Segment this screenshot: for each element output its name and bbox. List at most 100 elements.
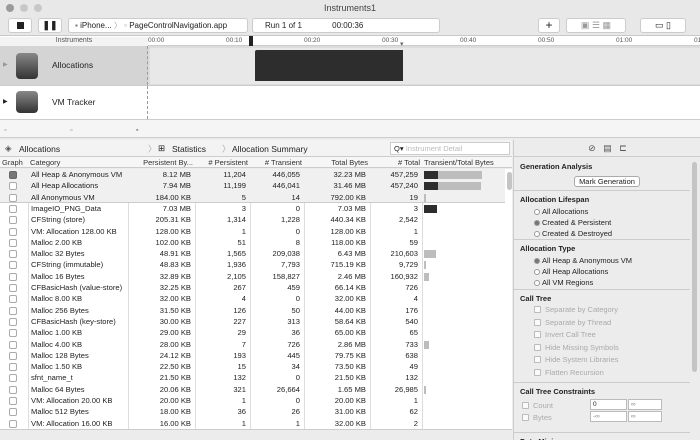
list-icon[interactable]: ☰ xyxy=(591,20,601,30)
table-row[interactable]: VM: Allocation 128.00 KB 128.00 KB 1 0 128.0… xyxy=(0,226,505,237)
graph-checkbox[interactable] xyxy=(9,306,17,315)
table-row[interactable]: Malloc 32 Bytes 48.91 KB 1,565 209,038 6.43 … xyxy=(0,248,505,259)
table-row[interactable]: CFString (immutable) 48.83 KB 1,936 7,793 71… xyxy=(0,259,505,270)
disclosure-triangle-icon[interactable]: ▶ xyxy=(3,99,8,105)
zoom-window-button[interactable] xyxy=(34,4,42,12)
call-tree-option-checkbox[interactable]: Hide System Libraries xyxy=(534,355,618,364)
table-row[interactable]: All Anonymous VM 184.00 KB 5 14 792.00 KB 19 xyxy=(0,191,505,203)
column-header[interactable]: # Total xyxy=(398,158,420,167)
target-selector[interactable]: ▪ iPhone... 〉 ▫ PageControlNavigation.ap… xyxy=(68,18,248,33)
timeline-ruler[interactable]: Instruments 00:00 00:10 00:20 00:30 00:40 00:… xyxy=(0,36,700,48)
table-row[interactable]: All Heap Allocations 7.94 MB 11,199 446,041… xyxy=(0,180,505,192)
graph-checkbox[interactable] xyxy=(9,317,17,326)
column-header[interactable]: # Persistent xyxy=(208,158,248,167)
graph-checkbox[interactable] xyxy=(9,227,17,236)
table-row[interactable]: Malloc 16 Bytes 32.89 KB 2,105 158,827 2.46 … xyxy=(0,271,505,282)
record-icon[interactable]: ▫ xyxy=(4,127,7,134)
column-header[interactable]: Transient/Total Bytes xyxy=(424,158,494,167)
graph-checkbox[interactable] xyxy=(9,284,17,292)
call-tree-option-checkbox[interactable]: Separate by Category xyxy=(534,305,618,314)
graph-checkbox[interactable] xyxy=(9,238,17,247)
count-checkbox[interactable]: Count xyxy=(522,401,553,410)
column-header[interactable]: Persistent By... xyxy=(143,158,193,167)
close-window-button[interactable] xyxy=(6,4,14,12)
table-row[interactable]: Malloc 4.00 KB 28.00 KB 7 726 2.86 MB 733 xyxy=(0,339,505,350)
bytes-max-field[interactable]: ∞ xyxy=(628,411,662,422)
graph-checkbox[interactable] xyxy=(9,419,17,428)
table-row[interactable]: Malloc 1.00 KB 29.00 KB 29 36 65.00 KB 65 xyxy=(0,327,505,338)
strategy-icon[interactable]: ▪ xyxy=(136,127,139,134)
call-tree-option-checkbox[interactable]: Invert Call Tree xyxy=(534,330,596,339)
table-row[interactable]: CFBasicHash (key-store) 30.00 KB 227 313 58.… xyxy=(0,316,505,327)
table-row[interactable]: Malloc 8.00 KB 32.00 KB 4 0 32.00 KB 4 xyxy=(0,293,505,304)
column-header[interactable]: Category xyxy=(30,158,61,167)
jump-summary[interactable]: Allocation Summary xyxy=(232,144,308,154)
record-settings-icon[interactable]: ⊘ xyxy=(588,143,596,153)
table-row[interactable]: Malloc 128 Bytes 24.12 KB 193 445 79.75 KB 63… xyxy=(0,350,505,361)
track-allocations[interactable]: ▶ Allocations xyxy=(0,46,700,86)
jump-instrument[interactable]: Allocations xyxy=(19,144,61,154)
count-max-field[interactable]: ∞ xyxy=(628,399,662,410)
table-scrollbar[interactable] xyxy=(507,172,512,190)
table-row[interactable]: VM: Allocation 16.00 KB 16.00 KB 1 1 32.00 K… xyxy=(0,418,505,429)
panel-toggle-buttons[interactable]: ▭ ▯ xyxy=(640,18,686,33)
table-row[interactable]: All Heap & Anonymous VM 8.12 MB 11,204 446,… xyxy=(0,169,505,181)
table-row[interactable]: Malloc 1.50 KB 22.50 KB 15 34 73.50 KB 49 xyxy=(0,361,505,372)
add-instrument-button[interactable]: + xyxy=(538,18,560,33)
radio-option[interactable]: All Allocations xyxy=(534,207,588,216)
graph-checkbox[interactable] xyxy=(9,171,17,179)
pause-button[interactable]: ❚❚ xyxy=(38,18,62,33)
table-row[interactable]: CFBasicHash (value-store) 32.25 KB 267 459 6… xyxy=(0,282,505,293)
table-row[interactable]: CFString (store) 205.31 KB 1,314 1,228 440.3… xyxy=(0,214,505,225)
view-mode-buttons[interactable]: ▣ ☰ ▦ xyxy=(566,18,626,33)
stop-button[interactable] xyxy=(8,18,32,33)
table-row[interactable]: Malloc 512 Bytes 18.00 KB 36 26 31.00 KB 62 xyxy=(0,406,505,417)
graph-checkbox[interactable] xyxy=(9,261,17,270)
table-row[interactable]: VM: Allocation 20.00 KB 20.00 KB 1 0 20.00 K… xyxy=(0,395,505,406)
column-header[interactable]: # Transient xyxy=(264,158,302,167)
graph-checkbox[interactable] xyxy=(9,408,17,417)
graph-checkbox[interactable] xyxy=(9,374,17,383)
call-tree-option-checkbox[interactable]: Flatten Recursion xyxy=(534,368,604,377)
bytes-min-field[interactable]: -∞ xyxy=(590,411,627,422)
count-min-field[interactable]: 0 xyxy=(590,399,627,410)
jump-view[interactable]: Statistics xyxy=(172,144,207,154)
graph-checkbox[interactable] xyxy=(9,329,17,338)
graph-checkbox[interactable] xyxy=(9,250,17,259)
bytes-checkbox[interactable]: Bytes xyxy=(522,413,552,422)
graph-checkbox[interactable] xyxy=(9,385,17,394)
track-vm-tracker[interactable]: ▶ VM Tracker xyxy=(0,86,700,120)
graph-checkbox[interactable] xyxy=(9,340,17,349)
mark-generation-button[interactable]: Mark Generation xyxy=(574,176,640,187)
column-header[interactable]: Graph xyxy=(2,158,23,167)
graph-checkbox[interactable] xyxy=(9,216,17,225)
bottom-panel-icon[interactable]: ▭ xyxy=(655,20,664,30)
table-row[interactable]: sfnt_name_t 21.50 KB 132 0 21.50 KB 132 xyxy=(0,372,505,383)
graph-checkbox[interactable] xyxy=(9,363,17,372)
table-row[interactable]: Malloc 2.00 KB 102.00 KB 51 8 118.00 KB 59 xyxy=(0,237,505,248)
display-settings-icon[interactable]: ▤ xyxy=(603,143,612,153)
graph-checkbox[interactable] xyxy=(9,204,17,213)
graph-checkbox[interactable] xyxy=(9,182,17,191)
graph-checkbox[interactable] xyxy=(9,193,17,202)
minimize-window-button[interactable] xyxy=(20,4,28,12)
radio-option[interactable]: Created & Persistent xyxy=(534,218,611,227)
right-panel-icon[interactable]: ▯ xyxy=(666,20,671,30)
flag-marker-icon[interactable]: ▾ xyxy=(400,41,404,48)
extended-detail-icon[interactable]: ⊏ xyxy=(619,143,627,153)
device-name[interactable]: iPhone... xyxy=(80,21,112,30)
record-settings-icon[interactable]: ▣ xyxy=(580,20,590,30)
inspector-scrollbar[interactable] xyxy=(692,162,697,372)
radio-option[interactable]: Created & Destroyed xyxy=(534,229,612,238)
graph-checkbox[interactable] xyxy=(9,272,17,281)
graph-checkbox[interactable] xyxy=(9,397,17,405)
disclosure-triangle-icon[interactable]: ▶ xyxy=(3,62,8,68)
radio-option[interactable]: All Heap & Anonymous VM xyxy=(534,256,632,265)
column-header[interactable]: Total Bytes xyxy=(331,158,368,167)
table-row[interactable]: Malloc 256 Bytes 31.50 KB 126 50 44.00 KB 176 xyxy=(0,305,505,316)
graph-checkbox[interactable] xyxy=(9,351,17,360)
grid-icon[interactable]: ▦ xyxy=(602,20,612,30)
instrument-detail-search[interactable]: Q▾ Instrument Detail xyxy=(390,142,510,155)
target-app[interactable]: PageControlNavigation.app xyxy=(129,21,228,30)
call-tree-option-checkbox[interactable]: Separate by Thread xyxy=(534,318,611,327)
